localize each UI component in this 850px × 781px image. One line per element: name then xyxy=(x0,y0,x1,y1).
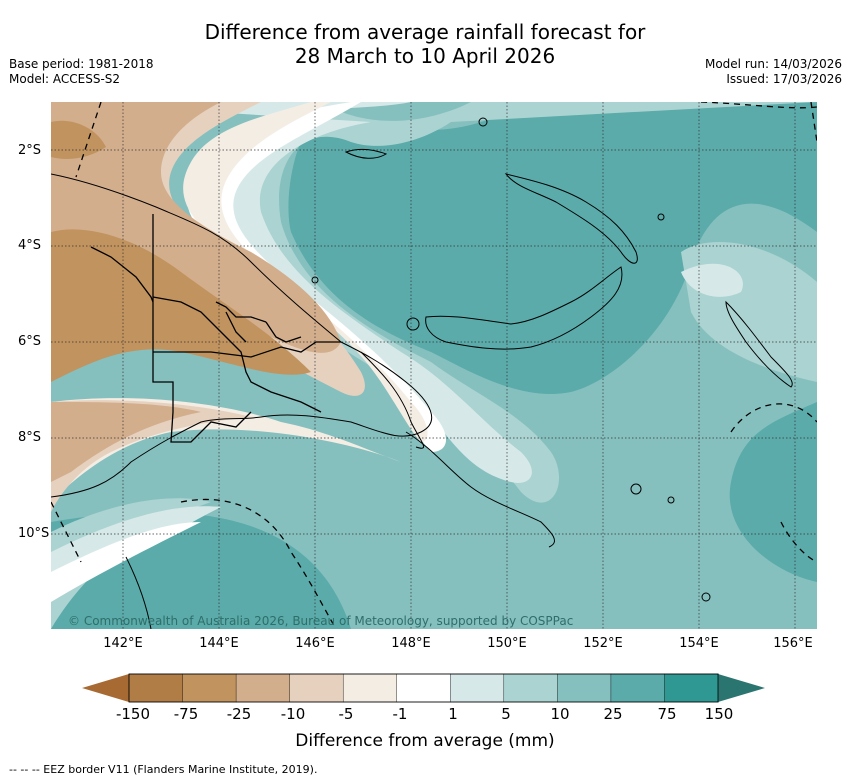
lon-label-146e: 146°E xyxy=(295,636,335,651)
colorbar-cell-9 xyxy=(610,673,666,703)
coastlines xyxy=(51,117,793,629)
lat-label-2s: 2°S xyxy=(18,143,42,158)
eez-north-east xyxy=(700,102,817,109)
eez-ne-tip xyxy=(810,102,817,143)
lon-label-150e: 150°E xyxy=(487,636,527,651)
cb-label-1: -75 xyxy=(173,705,199,723)
province-e xyxy=(225,311,247,343)
model-name: Model: ACCESS-S2 xyxy=(9,72,121,86)
coast-segment-a xyxy=(360,351,425,449)
band-25-75-south2 xyxy=(131,593,341,629)
eez-w xyxy=(51,501,82,563)
cb-label-3: -10 xyxy=(280,705,306,723)
rainfall-map xyxy=(51,102,817,629)
papuan-peninsula xyxy=(405,431,555,548)
cb-label-10: 75 xyxy=(657,705,677,723)
colorbar-cell-2 xyxy=(235,673,291,703)
left-meta: Base period: 1981-2018 Model: ACCESS-S2 xyxy=(9,57,154,87)
province-d xyxy=(215,301,267,323)
island-small-e xyxy=(701,592,711,602)
band-neutral xyxy=(51,102,446,452)
island-small-b xyxy=(478,117,488,127)
lon-label-154e: 154°E xyxy=(679,636,719,651)
lon-label-148e: 148°E xyxy=(391,636,431,651)
new-britain xyxy=(425,266,623,350)
province-f xyxy=(265,321,302,343)
lat-label-4s: 4°S xyxy=(18,238,42,253)
province-c xyxy=(153,341,341,358)
png-indonesia-border xyxy=(152,214,252,443)
province-b xyxy=(152,296,322,413)
cape-york xyxy=(125,556,152,629)
cb-label-0: -150 xyxy=(115,705,151,723)
cb-label-5: -1 xyxy=(392,705,408,723)
colorbar-cell-8 xyxy=(557,673,612,703)
colorbar-cells xyxy=(128,673,719,703)
new-guinea-north-coast xyxy=(51,173,433,498)
eez-borders xyxy=(51,102,817,629)
map-title-line1: Difference from average rainfall forecas… xyxy=(204,20,646,44)
manus-island xyxy=(344,148,388,159)
province-borders xyxy=(90,214,341,443)
lon-label-142e: 142°E xyxy=(103,636,143,651)
colorbar-title: Difference from average (mm) xyxy=(295,731,555,751)
colorbar-cell-3 xyxy=(289,673,344,703)
colorbar-cell-5 xyxy=(396,673,451,703)
band-1-5-east xyxy=(681,263,743,297)
island-small-a xyxy=(311,276,319,284)
eez-east xyxy=(730,403,817,433)
colorbar-cell-0 xyxy=(128,673,184,703)
lat-label-8s: 8°S xyxy=(18,430,42,445)
cb-label-4: -5 xyxy=(338,705,354,723)
band-minus10-25-sw xyxy=(51,402,201,482)
eez-se xyxy=(780,521,817,563)
eez-footer-note: -- -- -- EEZ border V11 (Flanders Marine… xyxy=(9,763,318,776)
colorbar xyxy=(82,673,765,703)
island-small-f xyxy=(667,496,675,504)
issued-date: Issued: 17/03/2026 xyxy=(726,72,842,86)
band-minus25-75-nw xyxy=(51,120,106,159)
model-run: Model run: 14/03/2026 xyxy=(704,57,842,71)
map-title-line2: 28 March to 10 April 2026 xyxy=(294,44,556,68)
colorbar-right-arrow xyxy=(718,674,765,702)
colorbar-cell-10 xyxy=(664,673,719,703)
bougainville xyxy=(725,300,793,388)
lat-label-10s: 10°S xyxy=(18,526,50,541)
colorbar-cell-7 xyxy=(503,673,559,703)
cb-label-11: 150 xyxy=(704,705,734,723)
colorbar-cell-6 xyxy=(450,673,505,703)
new-ireland xyxy=(504,173,638,264)
colorbar-cell-1 xyxy=(182,673,237,703)
cb-label-2: -25 xyxy=(226,705,252,723)
cb-label-6: 1 xyxy=(448,705,458,723)
island-umboi xyxy=(406,317,420,331)
lat-label-6s: 6°S xyxy=(18,334,42,349)
base-period: Base period: 1981-2018 xyxy=(9,57,154,71)
colorbar-left-arrow xyxy=(82,674,129,702)
band-minus25-75 xyxy=(51,229,311,382)
cb-label-8: 10 xyxy=(550,705,570,723)
colorbar-outline xyxy=(128,673,719,703)
cb-label-7: 5 xyxy=(501,705,511,723)
lon-label-152e: 152°E xyxy=(583,636,623,651)
province-a xyxy=(90,246,154,303)
lon-label-156e: 156°E xyxy=(773,636,813,651)
island-small-d xyxy=(630,483,642,495)
cb-label-9: 25 xyxy=(603,705,623,723)
eez-nw xyxy=(75,102,102,178)
graticule xyxy=(51,102,817,629)
island-small-c xyxy=(657,213,665,221)
right-meta: Model run: 14/03/2026 Issued: 17/03/2026 xyxy=(705,57,842,87)
copyright-notice: © Commonwealth of Australia 2026, Bureau… xyxy=(68,614,574,628)
lon-label-144e: 144°E xyxy=(199,636,239,651)
band-5-10-sw xyxy=(51,498,211,629)
band-1-5 xyxy=(51,102,532,483)
map-svg xyxy=(51,102,817,629)
colorbar-cell-4 xyxy=(342,673,398,703)
